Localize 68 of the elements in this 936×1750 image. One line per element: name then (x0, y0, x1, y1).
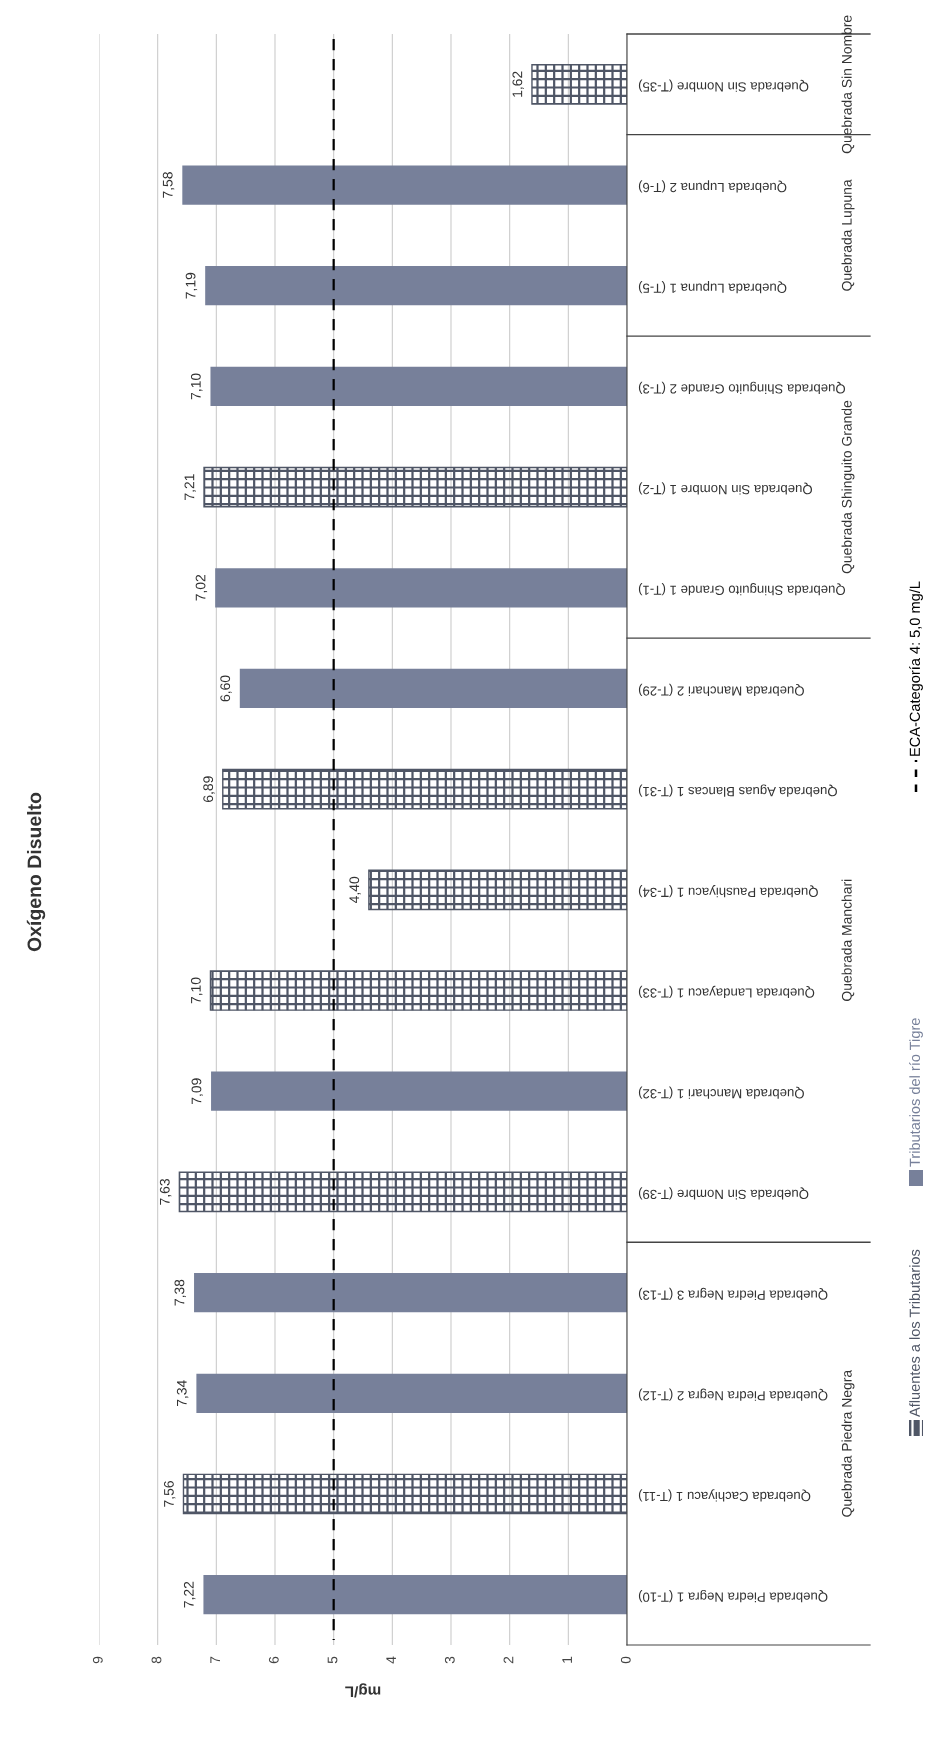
data-label: 6,60 (220, 675, 232, 702)
data-label: 7,21 (184, 474, 196, 500)
y-tick-label: Quebrada Piedra Negra 1 (T-10) (638, 1589, 828, 1603)
bar (222, 768, 627, 810)
bar (194, 1272, 627, 1313)
y-tick-label: Quebrada Shinguito Grande 1 (T-1) (638, 583, 846, 596)
bar (196, 1373, 627, 1413)
text: Quebrada Manchari (841, 879, 855, 1001)
bar (210, 366, 627, 407)
y-tick-label: Quebrada Aguas Blancas 1 (T-31) (638, 784, 837, 797)
bar (531, 64, 627, 105)
data-label: 7,10 (190, 977, 203, 1004)
ref-line-label: ECA-Categoría 4: 5,0 mg/L (909, 581, 923, 756)
data-label: 7,58 (162, 172, 175, 198)
x-tick-label: 6 (268, 1656, 279, 1664)
data-label: 1,62 (512, 71, 524, 97)
x-tick-label: 3 (444, 1656, 455, 1664)
data-label: 7,63 (159, 1179, 172, 1205)
data-label: 7,02 (195, 574, 208, 601)
y-tick-label: Quebrada Sin Nombre 1 (T-2) (638, 482, 813, 495)
bar (203, 466, 627, 508)
text: Afluentes a los Tributarios (909, 1249, 920, 1417)
data-label: 7,10 (190, 373, 203, 400)
text: Quebrada Shinguito Grande (841, 400, 855, 574)
bar (215, 568, 627, 608)
text: Oxígeno Disuelto (26, 792, 46, 952)
bar (205, 266, 627, 306)
bar (209, 970, 627, 1011)
y-tick-label: Quebrada Manchari 2 (T-29) (638, 683, 804, 696)
x-tick-label: 1 (562, 1656, 572, 1663)
bar (239, 668, 627, 709)
y-tick-label: Quebrada Sin Nombre (T-39) (638, 1187, 809, 1200)
x-tick-label: 5 (327, 1656, 338, 1664)
bar (182, 165, 627, 205)
y-tick-label: Quebrada Piedra Negra 3 (T-13) (638, 1287, 828, 1301)
text: Tributarios del río Tigre (909, 1018, 923, 1167)
x-axis-title: mg/L (345, 1683, 381, 1698)
bar (203, 1575, 627, 1615)
y-tick-label: Quebrada Lupuna 1 (T-5) (638, 280, 787, 294)
y-tick-label: Quebrada Piedra Negra 2 (T-12) (638, 1388, 828, 1401)
x-tick-label: 8 (151, 1656, 162, 1664)
x-tick-label: 4 (386, 1656, 396, 1664)
data-label: 7,09 (191, 1078, 203, 1105)
bar (182, 1473, 627, 1515)
y-tick-label: Quebrada Sin Nombre (T-35) (638, 79, 809, 92)
y-tick-label: Quebrada Lupuna 2 (T-6) (638, 180, 787, 193)
x-tick-label: 2 (503, 1656, 514, 1664)
data-label: 7,22 (183, 1581, 196, 1608)
text: Quebrada Piedra Negra (841, 1369, 855, 1517)
x-tick-label: 7 (210, 1656, 220, 1664)
data-label: 4,40 (349, 876, 361, 904)
y-tick-label: Quebrada Manchari 1 (T-32) (638, 1086, 804, 1099)
data-label: 7,19 (185, 272, 198, 299)
data-label: 7,34 (176, 1380, 189, 1407)
text: Quebrada Lupuna (841, 179, 855, 291)
y-tick-label: Quebrada Landayacu 1 (T-33) (638, 985, 815, 999)
y-tick-label: Quebrada Paushiyacu 1 (T-34) (638, 885, 818, 898)
bar (368, 869, 627, 911)
bar (211, 1071, 627, 1111)
y-tick-label: Quebrada Cachiyacu 1 (T-11) (638, 1489, 811, 1502)
bar (178, 1171, 627, 1213)
y-tick-label: Quebrada Shinguito Grande 2 (T-3) (638, 381, 846, 394)
x-tick-label: 0 (620, 1656, 631, 1664)
text: Quebrada Sin Nombre (841, 15, 855, 154)
data-label: 7,38 (174, 1279, 186, 1306)
data-label: 6,89 (203, 776, 215, 802)
data-label: 7,56 (163, 1481, 176, 1507)
x-tick-label: 9 (92, 1656, 103, 1664)
